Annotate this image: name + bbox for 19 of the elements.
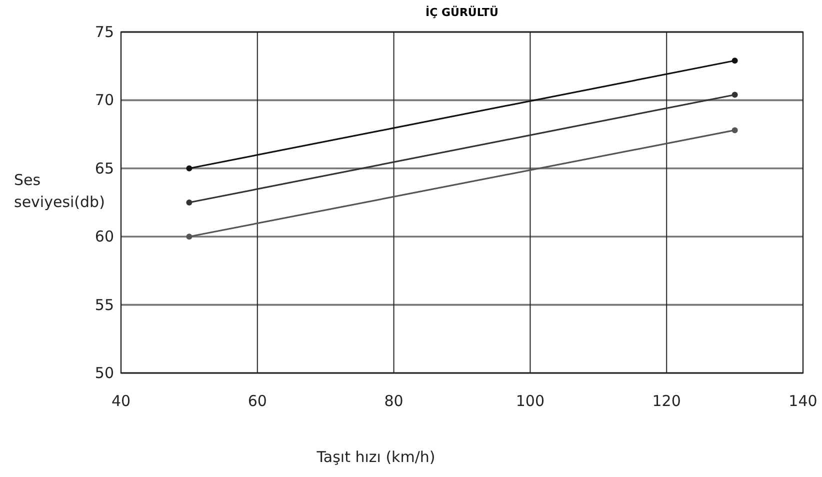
y-tick-label: 75 bbox=[94, 23, 114, 41]
point bbox=[732, 127, 738, 134]
x-tick-label: 120 bbox=[652, 392, 681, 410]
x-tick-label: 40 bbox=[111, 392, 131, 410]
point bbox=[732, 58, 738, 64]
point bbox=[186, 234, 192, 240]
x-tick-label: 80 bbox=[384, 392, 404, 410]
y-tick-label: 60 bbox=[94, 228, 114, 246]
y-tick-label: 50 bbox=[94, 364, 114, 382]
y-tick-label: 70 bbox=[94, 91, 114, 110]
point bbox=[186, 200, 192, 206]
x-tick-label: 140 bbox=[788, 392, 818, 410]
x-axis-title: Taşıt hızı (km/h) bbox=[316, 448, 436, 466]
y-tick-label: 55 bbox=[94, 296, 114, 314]
x-tick-label: 100 bbox=[516, 392, 545, 410]
point bbox=[186, 165, 192, 172]
point bbox=[732, 92, 738, 98]
x-tick-label: 60 bbox=[248, 392, 267, 410]
chart-title: İÇ GÜRÜLTÜ bbox=[426, 5, 498, 19]
